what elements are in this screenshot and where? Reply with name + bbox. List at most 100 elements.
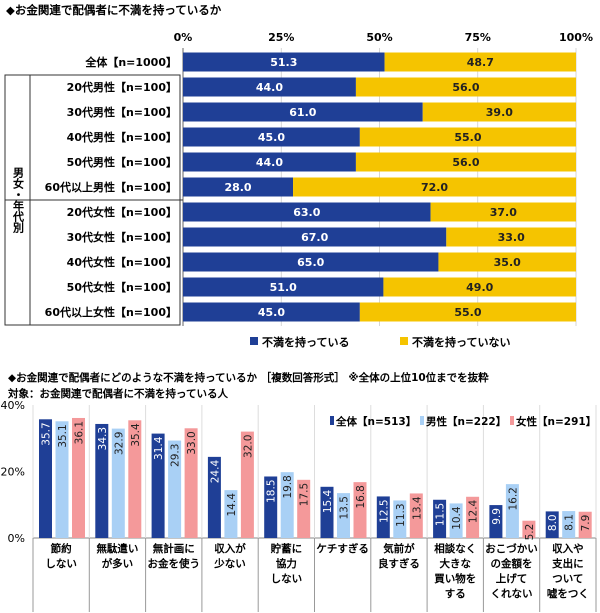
bar-dissatisfied — [183, 102, 423, 122]
bar-male — [280, 472, 294, 538]
bar-female — [297, 479, 311, 538]
data-label: 35.4 — [130, 423, 142, 447]
category-label: 30代女性【n=100】 — [67, 230, 177, 244]
data-label: 8.1 — [564, 514, 576, 531]
x-tick-label: 25% — [268, 31, 294, 44]
bar-female — [522, 520, 536, 538]
bar-male — [505, 484, 519, 538]
data-label: 12.5 — [378, 499, 390, 522]
legend-swatch — [420, 416, 424, 425]
legend-swatch — [250, 337, 258, 345]
bar-dissatisfied — [183, 52, 385, 72]
bar-not-dissatisfied — [355, 152, 576, 172]
data-label: 51.0 — [270, 281, 297, 294]
category-label: 収入が少ない — [213, 542, 246, 570]
bar-overall — [320, 486, 334, 538]
data-label: 56.0 — [452, 81, 479, 94]
category-label: 60代以上男性【n=100】 — [45, 180, 177, 194]
data-label: 55.0 — [454, 306, 481, 319]
bar-overall — [151, 433, 165, 538]
data-label: 33.0 — [498, 231, 525, 244]
data-label: 16.2 — [507, 487, 519, 510]
data-label: 39.0 — [486, 106, 513, 119]
category-label: 40代女性【n=100】 — [67, 255, 177, 269]
category-label: 50代男性【n=100】 — [67, 155, 177, 169]
bar-dissatisfied — [183, 152, 356, 172]
category-label: 60代以上女性【n=100】 — [45, 305, 177, 319]
legend-label: 全体【n=513】 — [335, 415, 416, 428]
bar-dissatisfied — [183, 77, 356, 97]
data-label: 14.4 — [226, 493, 238, 517]
x-tick-label: 50% — [366, 31, 392, 44]
data-label: 17.5 — [299, 483, 311, 506]
category-label: 40代男性【n=100】 — [67, 130, 177, 144]
category-label: おこづかいの金額を上げてくれない — [485, 542, 538, 600]
data-label: 11.3 — [395, 503, 407, 526]
data-label: 45.0 — [258, 131, 285, 144]
data-label: 19.8 — [282, 475, 294, 498]
category-label: 貯蓄に協力しない — [271, 542, 303, 585]
bar-male — [111, 428, 125, 538]
bar-male — [224, 490, 238, 538]
bar-female — [353, 482, 367, 538]
chart1-title: ◆お金関連で配偶者に不満を持っているか — [6, 3, 222, 17]
category-label: 無計画にお金を使う — [148, 542, 201, 570]
category-label: 無駄遣いが多い — [96, 542, 138, 570]
bar-female — [128, 420, 142, 538]
bar-not-dissatisfied — [359, 127, 576, 147]
bar-overall — [489, 505, 503, 538]
category-label: 全体【n=1000】 — [84, 55, 177, 69]
data-label: 31.4 — [153, 436, 165, 460]
data-label: 32.0 — [242, 435, 254, 458]
legend-label: 男性【n=222】 — [426, 415, 506, 428]
legend-label: 不満を持っている — [262, 335, 349, 349]
data-label: 29.3 — [170, 444, 182, 467]
x-tick-label: 0% — [174, 31, 193, 44]
bar-overall — [545, 511, 559, 538]
x-tick-label: 75% — [465, 31, 491, 44]
legend-swatch — [400, 337, 408, 345]
bar-male — [393, 500, 407, 538]
data-label: 33.0 — [186, 431, 198, 454]
bar-male — [55, 421, 69, 538]
bar-dissatisfied — [183, 277, 384, 297]
bar-male — [337, 493, 350, 538]
data-label: 15.4 — [322, 489, 334, 513]
legend-swatch — [510, 416, 514, 425]
bar-female — [578, 511, 592, 538]
bar-male — [168, 440, 182, 538]
data-label: 48.7 — [467, 56, 494, 69]
data-label: 13.4 — [411, 496, 423, 520]
data-label: 8.0 — [547, 514, 559, 531]
bar-female — [466, 496, 480, 538]
bar-not-dissatisfied — [422, 102, 576, 122]
bar-female — [409, 493, 423, 538]
legend-swatch — [330, 416, 334, 425]
category-label: ケチすぎる — [316, 542, 369, 555]
data-label: 24.4 — [209, 460, 221, 484]
data-label: 34.3 — [97, 427, 109, 450]
bar-male — [449, 503, 463, 538]
bar-not-dissatisfied — [430, 202, 576, 222]
bar-dissatisfied — [183, 177, 294, 197]
data-label: 35.1 — [57, 424, 69, 447]
chart2-title: ◆お金関連で配偶者にどのような不満を持っているか ［複数回答形式］ ※全体の上位… — [8, 371, 489, 384]
data-label: 10.4 — [451, 506, 463, 530]
data-label: 56.0 — [452, 156, 479, 169]
bar-female — [72, 417, 85, 538]
data-label: 72.0 — [421, 181, 448, 194]
data-label: 11.5 — [435, 503, 447, 526]
bar-dissatisfied — [183, 127, 360, 147]
data-label: 65.0 — [297, 256, 324, 269]
data-label: 7.9 — [580, 515, 592, 532]
bar-not-dissatisfied — [359, 302, 576, 322]
bar-male — [562, 511, 576, 538]
data-label: 28.0 — [224, 181, 251, 194]
category-label: 相談なく大きな買い物をする — [434, 542, 476, 600]
bar-overall — [39, 419, 52, 538]
category-label: 気前が良すぎる — [378, 542, 420, 570]
data-label: 51.3 — [270, 56, 297, 69]
data-label: 61.0 — [289, 106, 316, 119]
